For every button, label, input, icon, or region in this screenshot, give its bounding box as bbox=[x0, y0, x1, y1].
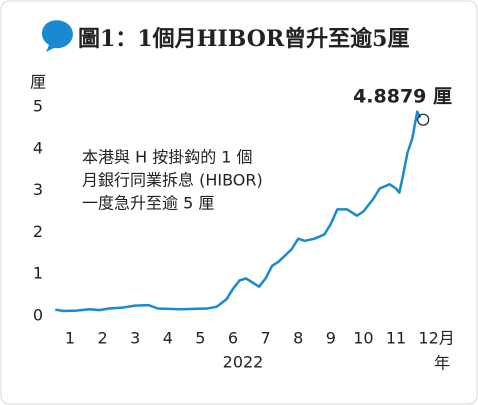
title-icon bbox=[41, 20, 73, 52]
annotation: 本港與 H 按掛鈎的 1 個 bbox=[82, 148, 253, 167]
y-tick-label: 3 bbox=[33, 180, 43, 199]
annotation: 一度急升至逾 5 厘 bbox=[82, 194, 214, 213]
x-tick-label: 12月 bbox=[418, 329, 454, 348]
peak-label: 4.8879 厘 bbox=[353, 86, 452, 108]
x-tick-label: 11 bbox=[386, 329, 406, 348]
y-tick-label: 0 bbox=[33, 306, 43, 325]
y-tick-label: 4 bbox=[33, 138, 43, 157]
x-tick-label: 3 bbox=[130, 329, 140, 348]
y-tick-label: 5 bbox=[33, 97, 43, 116]
x-year-label: 2022 bbox=[223, 353, 264, 372]
x-tick-label: 7 bbox=[261, 329, 271, 348]
y-tick-label: 2 bbox=[33, 222, 43, 241]
x-tick-label: 5 bbox=[195, 329, 205, 348]
y-tick-label: 1 bbox=[33, 264, 43, 283]
x-tick-label: 9 bbox=[326, 329, 336, 348]
x-tick-label: 6 bbox=[228, 329, 238, 348]
data-line bbox=[55, 110, 422, 313]
x-year-unit: 年 bbox=[434, 354, 450, 373]
peak-marker bbox=[417, 113, 430, 126]
x-tick-label: 2 bbox=[98, 329, 108, 348]
y-axis-label: 厘 bbox=[30, 73, 46, 92]
x-tick-label: 8 bbox=[293, 329, 303, 348]
x-tick-label: 1 bbox=[65, 329, 75, 348]
chart-title: 圖1：1個月HIBOR曾升至逾5厘 bbox=[78, 26, 409, 52]
annotation: 月銀行同業拆息 (HIBOR) bbox=[82, 171, 263, 190]
x-tick-label: 4 bbox=[163, 329, 173, 348]
x-tick-label: 10 bbox=[353, 329, 373, 348]
